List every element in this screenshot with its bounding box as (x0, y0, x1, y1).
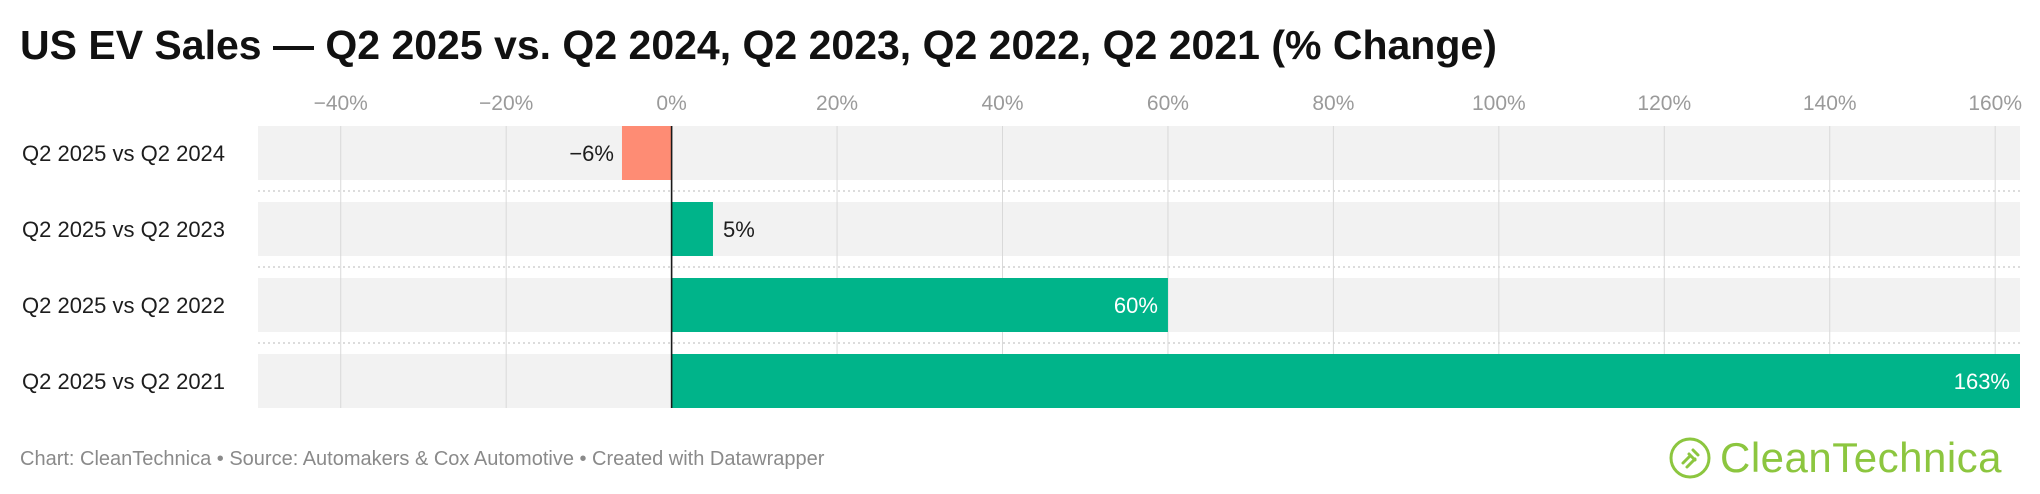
value-label: 60% (1114, 293, 1158, 318)
chart-title: US EV Sales — Q2 2025 vs. Q2 2024, Q2 20… (20, 22, 1497, 68)
tick-label: 100% (1472, 92, 1526, 115)
tick-label: 20% (816, 92, 858, 115)
category-label: Q2 2025 vs Q2 2023 (22, 217, 225, 242)
bar (621, 126, 672, 180)
value-labels: −6% 5% 60% 163% (569, 141, 2010, 394)
tick-label: 140% (1803, 92, 1857, 115)
logo-text: CleanTechnica (1720, 434, 2003, 481)
bar-chart: −40% −20% 0% 20% 40% 60% 80% 100% 120% 140% 160% Q… (22, 92, 2022, 408)
bar (671, 202, 713, 256)
tick-label: 160% (1968, 92, 2022, 115)
bar (671, 354, 2021, 408)
category-label: Q2 2025 vs Q2 2022 (22, 293, 225, 318)
row-background (258, 126, 2020, 180)
plug-icon (1669, 437, 1711, 479)
bar (671, 278, 1168, 332)
value-label: 5% (723, 217, 755, 242)
tick-label: 60% (1147, 92, 1189, 115)
tick-label: 40% (981, 92, 1023, 115)
tick-label: −20% (479, 92, 533, 115)
tick-label: 0% (656, 92, 686, 115)
category-labels: Q2 2025 vs Q2 2024 Q2 2025 vs Q2 2023 Q2 2… (22, 141, 225, 394)
tick-label: −40% (314, 92, 368, 115)
value-label: −6% (569, 141, 614, 166)
tick-label: 120% (1637, 92, 1691, 115)
brand-logo: CleanTechnica (1668, 428, 2002, 488)
value-label: 163% (1954, 369, 2010, 394)
category-label: Q2 2025 vs Q2 2024 (22, 141, 225, 166)
x-axis-ticks: −40% −20% 0% 20% 40% 60% 80% 100% 120% 140% 160% (314, 92, 2022, 115)
tick-label: 80% (1312, 92, 1354, 115)
bars (621, 126, 2021, 408)
category-label: Q2 2025 vs Q2 2021 (22, 369, 225, 394)
row-background (258, 202, 2020, 256)
chart-footer: Chart: CleanTechnica • Source: Automaker… (20, 448, 825, 470)
